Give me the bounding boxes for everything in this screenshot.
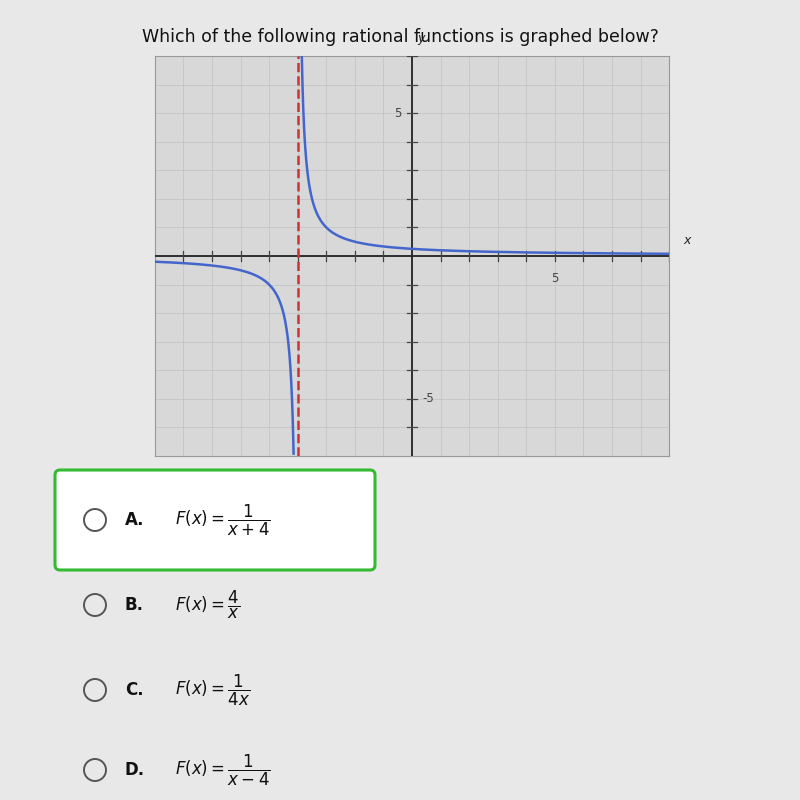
Text: x: x	[683, 234, 691, 247]
Text: D.: D.	[125, 761, 145, 779]
Text: $F(x) = \dfrac{1}{x - 4}$: $F(x) = \dfrac{1}{x - 4}$	[175, 752, 270, 788]
FancyBboxPatch shape	[55, 470, 375, 570]
Text: B.: B.	[125, 596, 144, 614]
Text: 5: 5	[551, 272, 558, 285]
Text: 5: 5	[394, 106, 402, 120]
Text: $F(x) = \dfrac{1}{4x}$: $F(x) = \dfrac{1}{4x}$	[175, 672, 250, 708]
Text: Which of the following rational functions is graphed below?: Which of the following rational function…	[142, 28, 658, 46]
Text: C.: C.	[125, 681, 144, 699]
Text: $F(x) = \dfrac{4}{x}$: $F(x) = \dfrac{4}{x}$	[175, 589, 240, 621]
Text: $F(x) = \dfrac{1}{x + 4}$: $F(x) = \dfrac{1}{x + 4}$	[175, 502, 270, 538]
Text: A.: A.	[125, 511, 145, 529]
Text: -5: -5	[422, 392, 434, 406]
Text: y: y	[418, 31, 425, 45]
